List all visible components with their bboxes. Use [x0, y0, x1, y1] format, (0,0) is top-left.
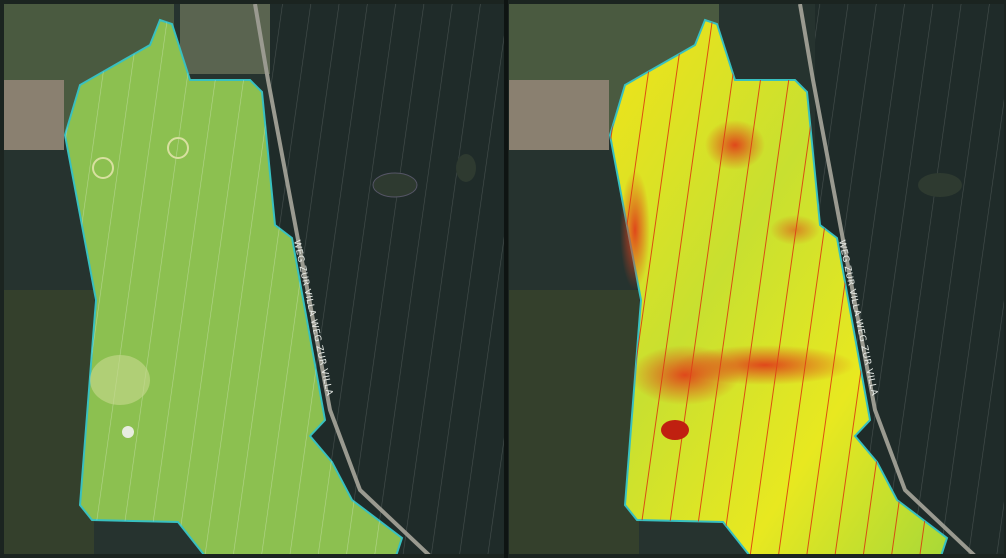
right-panel: WEG ZUR VILLA WEG ZUR VILLA: [509, 4, 1004, 554]
left-panel: WEG ZUR VILLA WEG ZUR VILLA: [4, 4, 504, 554]
